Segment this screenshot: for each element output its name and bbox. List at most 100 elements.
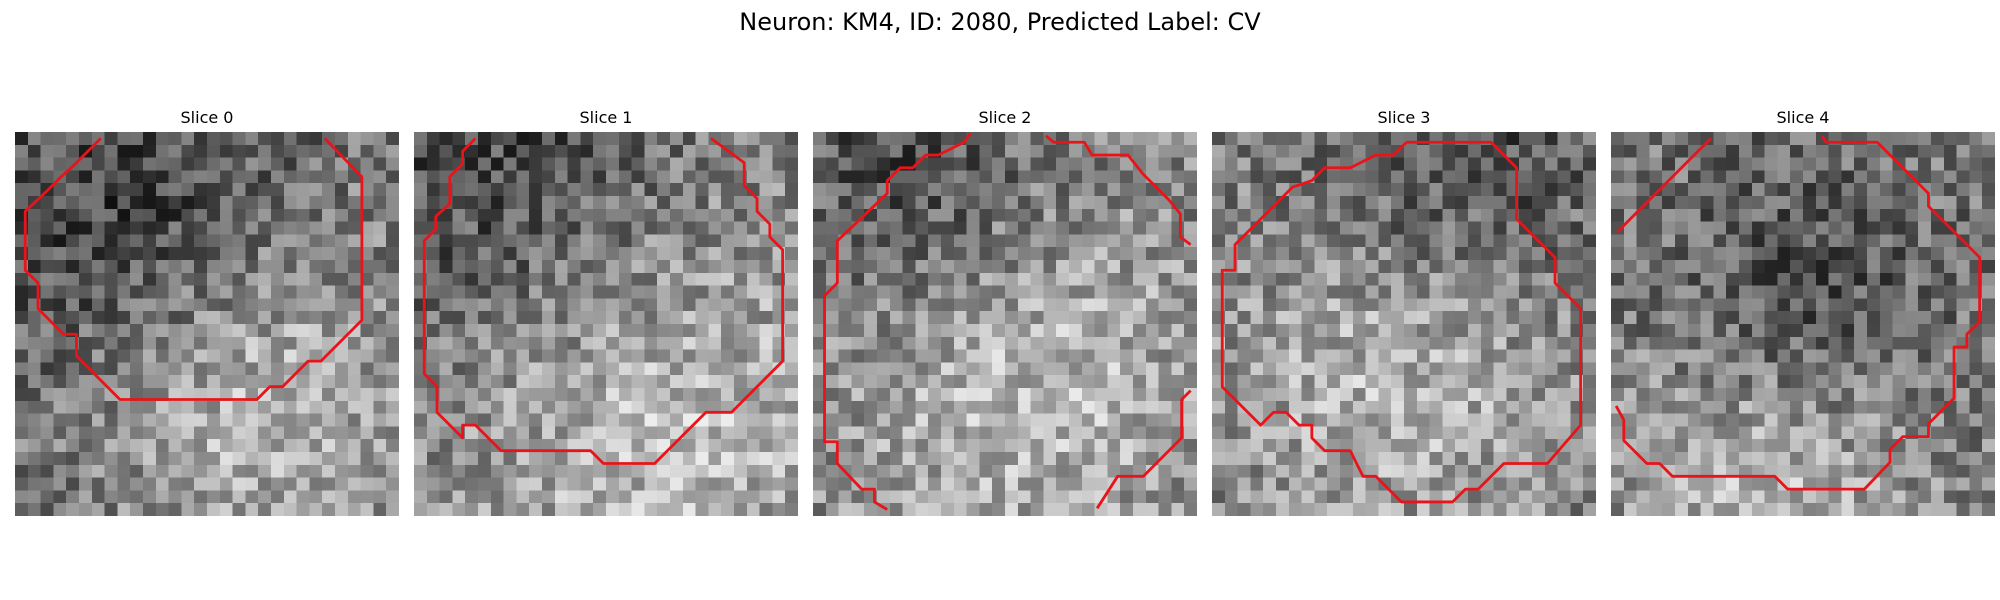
pixel xyxy=(258,400,272,414)
pixel xyxy=(1905,183,1919,197)
pixel xyxy=(104,285,118,299)
pixel xyxy=(813,388,827,402)
pixel xyxy=(1145,311,1159,325)
pixel xyxy=(734,503,748,516)
pixel xyxy=(1030,439,1044,453)
pixel xyxy=(1583,221,1596,235)
pixel xyxy=(1404,362,1418,376)
pixel xyxy=(953,183,967,197)
pixel xyxy=(1327,208,1341,222)
pixel xyxy=(593,311,607,325)
pixel xyxy=(1184,439,1197,453)
pixel xyxy=(207,336,221,350)
pixel xyxy=(1675,183,1689,197)
pixel xyxy=(708,375,722,389)
pixel xyxy=(1314,183,1328,197)
pixel xyxy=(1250,362,1264,376)
pixel xyxy=(734,400,748,414)
pixel xyxy=(232,234,246,248)
pixel xyxy=(1557,196,1571,210)
pixel xyxy=(708,490,722,504)
pixel xyxy=(695,452,709,466)
pixel xyxy=(1081,247,1095,261)
pixel xyxy=(219,298,233,312)
pixel xyxy=(79,272,93,286)
pixel xyxy=(91,503,105,516)
pixel xyxy=(631,464,645,478)
pixel xyxy=(79,260,93,274)
pixel xyxy=(992,400,1006,414)
pixel xyxy=(1611,260,1625,274)
pixel xyxy=(79,157,93,171)
pixel xyxy=(644,388,658,402)
pixel xyxy=(1017,400,1031,414)
pixel xyxy=(554,426,568,440)
pixel xyxy=(296,336,310,350)
pixel xyxy=(1841,336,1855,350)
pixel xyxy=(1662,311,1676,325)
pixel xyxy=(27,503,41,516)
pixel xyxy=(966,311,980,325)
pixel xyxy=(1056,349,1070,363)
pixel xyxy=(1662,336,1676,350)
pixel xyxy=(1557,503,1571,516)
pixel xyxy=(1790,298,1804,312)
pixel xyxy=(941,388,955,402)
pixel xyxy=(1611,388,1625,402)
pixel xyxy=(670,234,684,248)
pixel xyxy=(1623,144,1637,158)
pixel xyxy=(1145,426,1159,440)
pixel xyxy=(1416,336,1430,350)
pixel xyxy=(554,452,568,466)
pixel xyxy=(966,196,980,210)
pixel xyxy=(1636,260,1650,274)
pixel xyxy=(1583,336,1596,350)
pixel xyxy=(1120,196,1134,210)
pixel xyxy=(79,477,93,491)
pixel xyxy=(15,362,29,376)
pixel xyxy=(1301,272,1315,286)
pixel xyxy=(1969,362,1983,376)
pixel xyxy=(53,132,67,146)
pixel xyxy=(117,247,131,261)
pixel xyxy=(271,132,285,146)
pixel xyxy=(631,144,645,158)
pixel xyxy=(657,208,671,222)
pixel xyxy=(1623,477,1637,491)
pixel xyxy=(851,413,865,427)
pixel xyxy=(1982,477,1995,491)
pixel xyxy=(181,362,195,376)
pixel xyxy=(1480,362,1494,376)
pixel xyxy=(1969,170,1983,184)
pixel xyxy=(1623,234,1637,248)
pixel xyxy=(1493,260,1507,274)
pixel xyxy=(1081,298,1095,312)
pixel xyxy=(593,324,607,338)
pixel xyxy=(644,477,658,491)
pixel xyxy=(91,375,105,389)
pixel xyxy=(1570,208,1584,222)
pixel xyxy=(670,170,684,184)
pixel xyxy=(1493,272,1507,286)
pixel xyxy=(1094,311,1108,325)
pixel xyxy=(670,183,684,197)
pixel xyxy=(1442,311,1456,325)
pixel xyxy=(1841,234,1855,248)
pixel xyxy=(1506,298,1520,312)
pixel xyxy=(1623,362,1637,376)
pixel xyxy=(838,439,852,453)
pixel xyxy=(245,285,259,299)
pixel xyxy=(232,272,246,286)
pixel xyxy=(1133,388,1147,402)
pixel xyxy=(1611,247,1625,261)
pixel xyxy=(1120,234,1134,248)
pixel xyxy=(695,400,709,414)
pixel xyxy=(194,400,208,414)
pixel xyxy=(1276,298,1290,312)
pixel xyxy=(1184,221,1197,235)
pixel xyxy=(1340,375,1354,389)
pixel xyxy=(1982,247,1995,261)
pixel xyxy=(1739,503,1753,516)
pixel xyxy=(1237,452,1251,466)
pixel xyxy=(902,400,916,414)
